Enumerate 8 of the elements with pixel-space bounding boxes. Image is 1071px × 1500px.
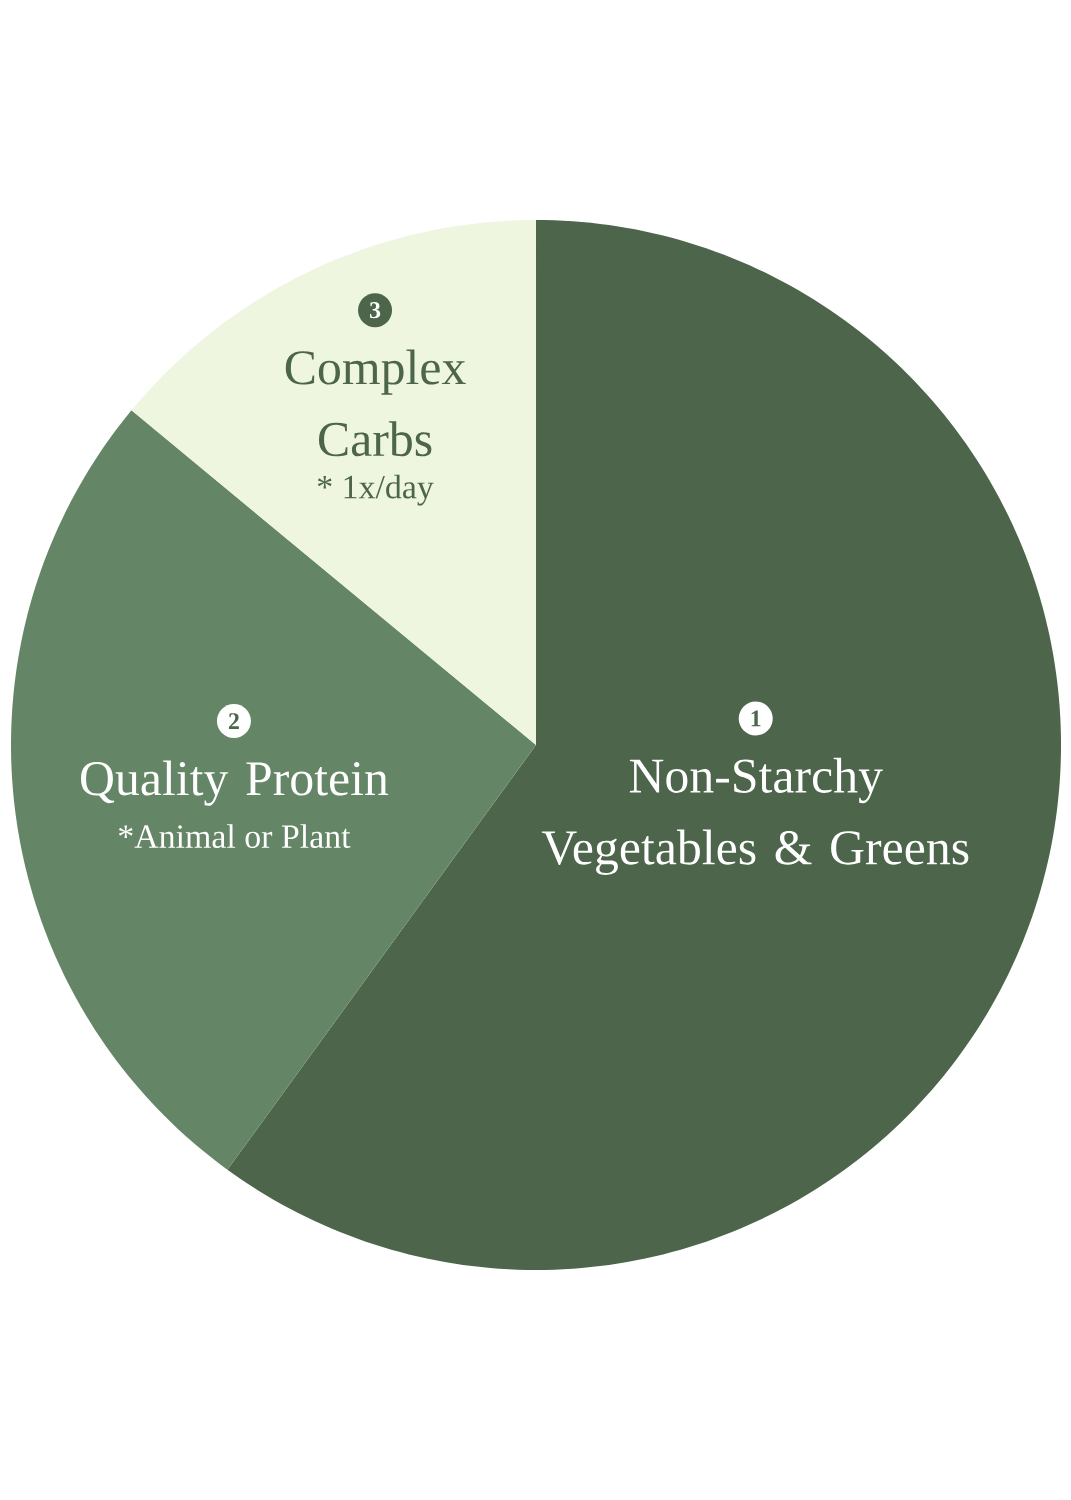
text: 2 xyxy=(228,713,239,730)
slice-label: Non-Starchy Vegetables & Greens xyxy=(541,757,969,875)
text: * 1x/day xyxy=(317,474,434,506)
text: *Animal or Plant xyxy=(118,824,351,849)
slice-label: Complex Carbs xyxy=(285,349,466,457)
text: 1 xyxy=(751,710,761,727)
text: 3 xyxy=(369,302,381,319)
slice-label: Quality Protein xyxy=(81,760,389,806)
